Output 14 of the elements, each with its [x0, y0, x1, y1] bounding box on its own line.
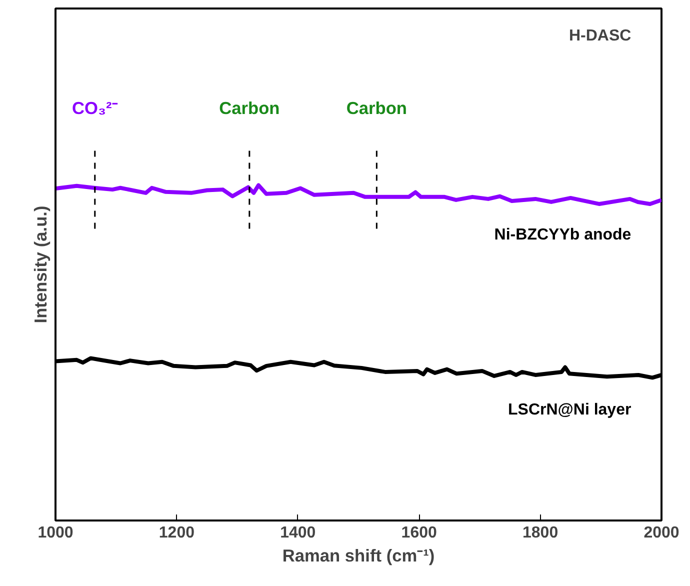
x-tick-label: 1400 [280, 524, 316, 542]
ref-line-label: Carbon [219, 98, 280, 118]
x-tick-label: 2000 [644, 524, 680, 542]
ref-line-label: Carbon [346, 98, 408, 118]
x-tick-label: 1800 [522, 524, 558, 542]
y-axis-title: Intensity (a.u.) [30, 206, 50, 324]
ref-line-label: CO₃²⁻ [72, 98, 118, 118]
x-tick-label: 1600 [401, 524, 437, 542]
x-axis-title: Raman shift (cm⁻¹) [282, 546, 435, 566]
x-tick-label: 1200 [158, 524, 195, 542]
text: H-DASC [568, 27, 632, 44]
series-label: Ni-BZCYYb anode [494, 226, 632, 244]
x-tick-label: 1000 [38, 524, 74, 542]
series-label: LSCrN@Ni layer [508, 402, 632, 419]
